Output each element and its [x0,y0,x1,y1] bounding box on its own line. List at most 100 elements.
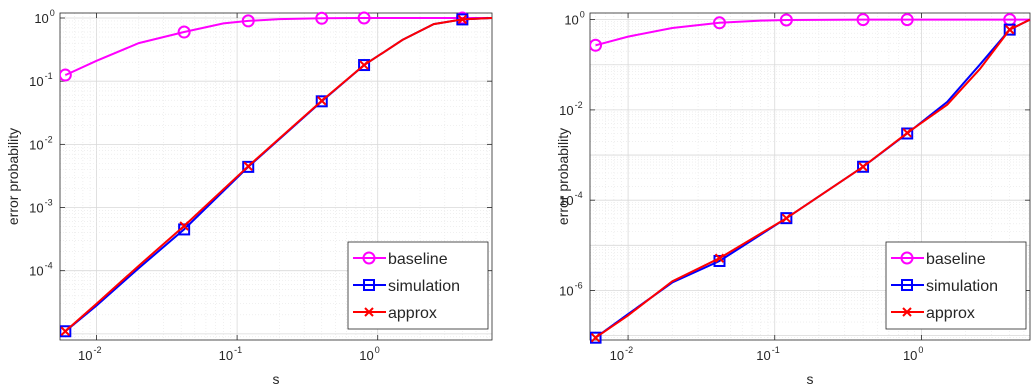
x-tick-label-base: 10 [359,348,373,363]
data-point-approx [858,162,868,172]
x-tick-label: 10 -2 [78,345,101,363]
data-point-baseline [357,11,371,25]
legend-marker-square [363,279,375,291]
data-point-simulation [901,127,914,140]
legend-label: approx [926,305,975,322]
legend-label: approx [388,305,437,322]
data-point-baseline [315,11,329,25]
y-tick-label-base: 10 [559,103,573,118]
data-point-simulation [242,160,255,173]
y-tick-label: 10 -1 [29,71,52,89]
x-tick-label-exponent: 0 [918,345,923,355]
y-tick-label-exponent: -2 [575,100,583,110]
x-tick-label-base: 10 [78,348,92,363]
data-point-simulation [358,59,371,72]
y-tick-label-exponent: -6 [575,280,583,290]
y-axis-label: error probability [555,128,571,225]
x-axis-label: s [807,371,814,387]
series-approx [60,14,493,336]
y-tick-label-base: 10 [34,11,48,26]
data-point-baseline [900,13,914,27]
legend-label: baseline [388,251,448,268]
y-tick-label-base: 10 [29,137,43,152]
legend-label: baseline [926,251,986,268]
legend-marker-x [902,307,912,317]
legend-item-simulation: simulation [891,278,998,295]
x-tick-label: 10 -1 [219,345,242,363]
legend-item-approx: approx [891,305,975,322]
y-tick-label-base: 10 [559,193,573,208]
data-point-approx [243,161,253,171]
x-tick-label-exponent: -2 [625,345,633,355]
y-tick-label-exponent: -4 [575,190,583,200]
data-point-approx [179,221,189,231]
x-axis-label: s [273,371,280,387]
data-point-simulation [1003,23,1016,36]
x-tick-label-base: 10 [903,348,917,363]
data-point-baseline [60,68,72,82]
y-tick-label: 10 -4 [559,190,582,208]
legend: baseline simulation approx [885,241,1027,330]
data-point-approx [60,326,71,336]
legend-item-approx: approx [353,305,437,322]
data-point-baseline [779,13,793,27]
x-tick-label: 10 0 [359,345,379,363]
y-tick-label-exponent: -3 [45,198,53,208]
grid [590,13,1030,341]
data-point-baseline [177,25,191,39]
x-tick-label-base: 10 [756,348,770,363]
data-point-approx [359,60,369,70]
data-point-simulation [315,95,328,108]
data-point-baseline [590,38,603,52]
data-point-approx [1005,24,1015,35]
x-tick-label: 10 -2 [610,345,633,363]
axes-box [589,12,1031,341]
y-tick-label: 10 0 [564,10,584,28]
y-tick-label-exponent: -4 [45,261,53,271]
y-tick-label: 10 -3 [29,198,52,216]
series-line-baseline [64,17,492,77]
y-tick-label-exponent: -1 [45,71,53,81]
y-tick-label-base: 10 [564,13,578,28]
x-tick-label-exponent: -1 [772,345,780,355]
legend-item-baseline: baseline [353,251,448,268]
data-point-simulation [857,160,870,173]
data-point-approx [902,128,912,138]
data-point-approx [781,213,792,223]
legend-item-baseline: baseline [891,251,986,268]
x-tick-label: 10 -1 [756,345,779,363]
legend-marker-square [901,279,913,291]
x-tick-label-exponent: -1 [234,345,242,355]
x-tick-label-exponent: 0 [375,345,380,355]
y-tick-label-exponent: 0 [580,10,585,20]
legend-marker-circle [362,251,376,265]
series-approx [590,18,1031,343]
data-point-approx [457,14,468,25]
data-point-baseline [241,14,255,28]
y-tick-label-exponent: -2 [45,134,53,144]
y-tick-label-exponent: 0 [50,8,55,18]
legend-item-simulation: simulation [353,278,460,295]
axes-box [59,12,493,341]
y-tick-label: 10 -6 [559,280,582,298]
y-tick-label: 10 -2 [559,100,582,118]
x-tick-label-base: 10 [610,348,624,363]
data-point-approx [590,332,601,343]
legend-label: simulation [388,278,460,295]
x-tick-label-exponent: -2 [94,345,102,355]
legend-label: simulation [926,278,998,295]
y-axis-label: error probability [5,128,21,225]
data-point-simulation [780,212,793,225]
data-point-simulation [590,331,602,344]
y-tick-label: 10 -4 [29,261,52,279]
x-tick-label: 10 0 [903,345,923,363]
legend: baseline simulation approx [347,241,489,330]
y-tick-label-base: 10 [559,283,573,298]
x-tick-label-base: 10 [219,348,233,363]
data-point-approx [317,96,327,106]
legend-marker-circle [900,251,914,265]
y-tick-label-base: 10 [29,264,43,279]
